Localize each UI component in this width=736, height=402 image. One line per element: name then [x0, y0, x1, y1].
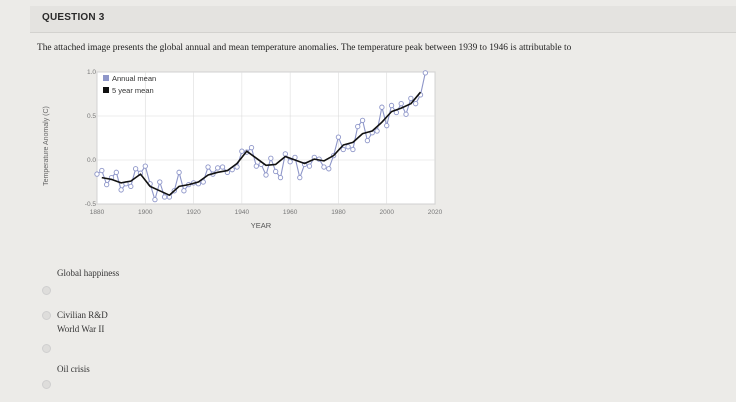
x-tick-label: 1960 [283, 209, 298, 216]
annual-mean-point [132, 166, 139, 172]
option-world-war-ii[interactable]: World War II [42, 324, 104, 334]
annual-mean-point [321, 164, 327, 170]
annual-mean-point [364, 137, 371, 144]
question-title: QUESTION 3 [42, 12, 105, 23]
annual-mean-point [181, 188, 187, 194]
annual-mean-point [422, 70, 428, 76]
annual-mean-point [99, 167, 105, 174]
annual-mean-point [345, 144, 351, 150]
chart-svg: 1880 1900 1920 1940 1960 1980 2000 2020 -0.5 0.0 0… [43, 69, 443, 230]
annual-mean-point [273, 168, 279, 175]
x-tick-label: 1980 [331, 209, 346, 216]
option-global-happiness[interactable]: Global happiness [42, 268, 119, 278]
annual-mean-point [384, 123, 390, 129]
annual-mean-point [248, 145, 255, 151]
radio-button[interactable] [42, 310, 51, 320]
plot-area [96, 71, 436, 205]
annual-mean-point [152, 196, 158, 203]
annual-mean-point [403, 111, 409, 117]
option-label: World War II [57, 324, 105, 334]
annual-mean-point [359, 117, 366, 124]
x-tick-label: 2000 [379, 209, 394, 216]
annual-mean-point [128, 183, 134, 190]
x-tick-label: 1900 [138, 209, 153, 216]
x-tick-label: 1880 [90, 209, 105, 216]
annual-mean-point [142, 163, 148, 169]
option-label: Civilian R&D [57, 310, 108, 320]
legend-swatch-annual [103, 75, 109, 81]
annual-mean-point [282, 151, 288, 157]
annual-mean-point [287, 159, 293, 165]
radio-button[interactable] [42, 344, 51, 353]
option-label: Oil crisis [57, 364, 90, 374]
annual-mean-point [157, 179, 163, 185]
radio-global-happiness-row[interactable] [42, 286, 57, 295]
annual-mean-point [205, 164, 211, 170]
annual-mean-point [215, 165, 221, 171]
annual-mean-point [253, 163, 259, 169]
option-label: Global happiness [57, 268, 120, 278]
annual-mean-point [374, 128, 380, 134]
annual-mean-point [413, 101, 419, 107]
annual-mean-point [268, 155, 274, 161]
x-axis-label: YEAR [251, 221, 272, 230]
radio-button[interactable] [42, 286, 51, 295]
question-header-band [30, 6, 736, 33]
annual-mean-point [326, 166, 332, 172]
annual-mean-point [306, 163, 313, 169]
annual-mean-point [94, 171, 100, 177]
y-tick-label: 0.5 [87, 113, 96, 120]
annual-mean-point [219, 164, 226, 170]
annual-mean-point [161, 194, 168, 200]
annual-mean-point [239, 148, 245, 154]
annual-mean-point [113, 169, 119, 175]
x-tick-label: 2020 [428, 209, 443, 216]
five-year-mean-line [101, 91, 422, 196]
annual-mean-point [234, 164, 240, 170]
annual-mean-point [408, 95, 414, 102]
annual-mean-point [176, 169, 182, 175]
temperature-anomaly-chart: 1880 1900 1920 1940 1960 1980 2000 2020 -0.5 0.0 0… [36, 62, 466, 252]
y-axis-label: Temperature Anomaly (C) [43, 106, 50, 186]
annual-mean-point [388, 102, 395, 109]
radio-world-war-ii-row[interactable] [42, 344, 57, 353]
y-tick-label: -0.5 [85, 201, 97, 208]
legend-label-5yr: 5 year mean [112, 86, 154, 95]
annual-mean-point [200, 179, 206, 185]
radio-button[interactable] [42, 380, 51, 389]
annual-mean-point [104, 181, 110, 188]
annual-mean-point [340, 146, 346, 153]
annual-mean-point [335, 134, 342, 140]
annual-mean-point [398, 101, 404, 107]
radio-oil-crisis-row[interactable] [42, 380, 57, 389]
y-tick-label: 0.0 [87, 157, 96, 164]
annual-mean-point [118, 187, 124, 193]
option-civilian-rd[interactable]: Civilian R&D [42, 310, 108, 320]
annual-mean-point [350, 146, 356, 153]
annual-mean-point [355, 123, 361, 130]
x-tick-label: 1920 [186, 209, 201, 216]
y-tick-label: 1.0 [87, 69, 96, 76]
legend-swatch-5yr [103, 87, 109, 93]
x-tick-label: 1940 [235, 209, 250, 216]
question-prompt: The attached image presents the global a… [37, 43, 572, 53]
annual-mean-point [277, 174, 284, 181]
legend-label-annual: Annual mean [112, 74, 156, 83]
option-oil-crisis[interactable]: Oil crisis [42, 364, 90, 374]
annual-mean-point [379, 104, 385, 110]
annual-mean-point [297, 174, 303, 181]
annual-mean-point [263, 172, 269, 178]
